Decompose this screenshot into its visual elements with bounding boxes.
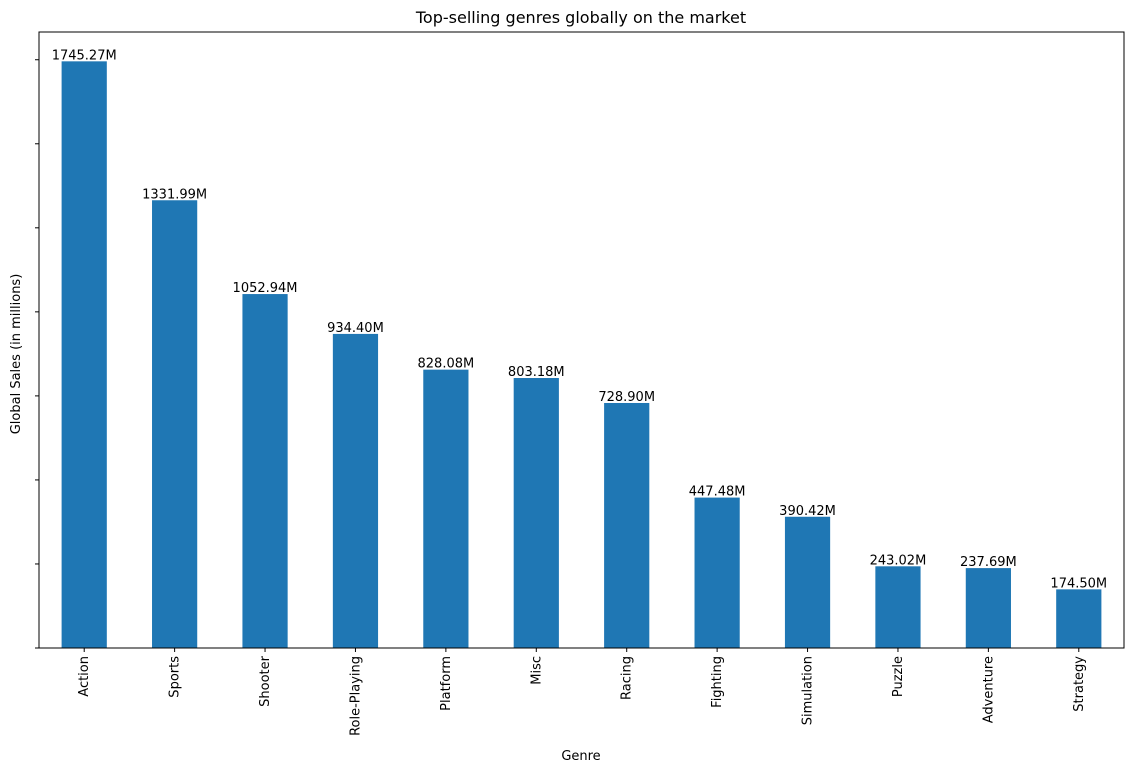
bar-strategy (1056, 589, 1102, 648)
x-tick-label: Racing (620, 656, 635, 700)
data-label: 728.90M (598, 390, 655, 405)
bar-action (61, 61, 107, 648)
data-label: 447.48M (689, 485, 746, 500)
x-tick-label: Fighting (710, 656, 725, 708)
x-tick-label: Platform (439, 656, 454, 711)
x-ticks-group: Action Sports Shooter Role-Playing Platform M… (77, 648, 1087, 736)
data-label: 828.08M (418, 357, 475, 372)
x-tick-label: Adventure (981, 656, 996, 723)
data-label: 237.69M (960, 555, 1017, 570)
data-label: 243.02M (870, 553, 927, 568)
x-tick-label: Simulation (801, 656, 816, 725)
x-tick-label: Strategy (1072, 656, 1087, 712)
bar-simulation (784, 516, 831, 648)
data-label: 1052.94M (233, 281, 298, 296)
y-ticks-group (35, 59, 39, 649)
bar-misc (513, 378, 559, 648)
bar-sports (152, 200, 198, 648)
x-tick-label: Puzzle (891, 656, 906, 697)
data-label: 803.18M (508, 365, 565, 380)
data-label: 1331.99M (142, 187, 207, 202)
bar-fighting (694, 497, 740, 648)
data-labels-group: 1745.27M 1331.99M 1052.94M 934.40M 828.08M 80… (52, 48, 1107, 591)
data-label: 1745.27M (52, 48, 117, 63)
bar-platform (423, 369, 469, 648)
bar-role-playing (332, 333, 379, 648)
bar-adventure (965, 568, 1011, 648)
x-axis-label: Genre (561, 749, 600, 764)
data-label: 174.50M (1050, 576, 1107, 591)
x-tick-label: Misc (529, 656, 544, 685)
bars-group (61, 61, 1102, 648)
data-label: 934.40M (327, 321, 384, 336)
x-tick-label: Action (77, 656, 92, 697)
x-tick-label: Shooter (258, 655, 273, 706)
x-tick-label: Sports (168, 656, 183, 698)
x-tick-label: Role-Playing (348, 656, 363, 736)
bar-shooter (242, 294, 288, 648)
bar-racing (604, 402, 650, 648)
y-axis-label: Global Sales (in millions) (9, 274, 24, 435)
chart-title: Top-selling genres globally on the marke… (415, 8, 746, 27)
data-label: 390.42M (779, 504, 836, 519)
plot-frame (38, 31, 1125, 649)
bar-puzzle (875, 566, 921, 648)
